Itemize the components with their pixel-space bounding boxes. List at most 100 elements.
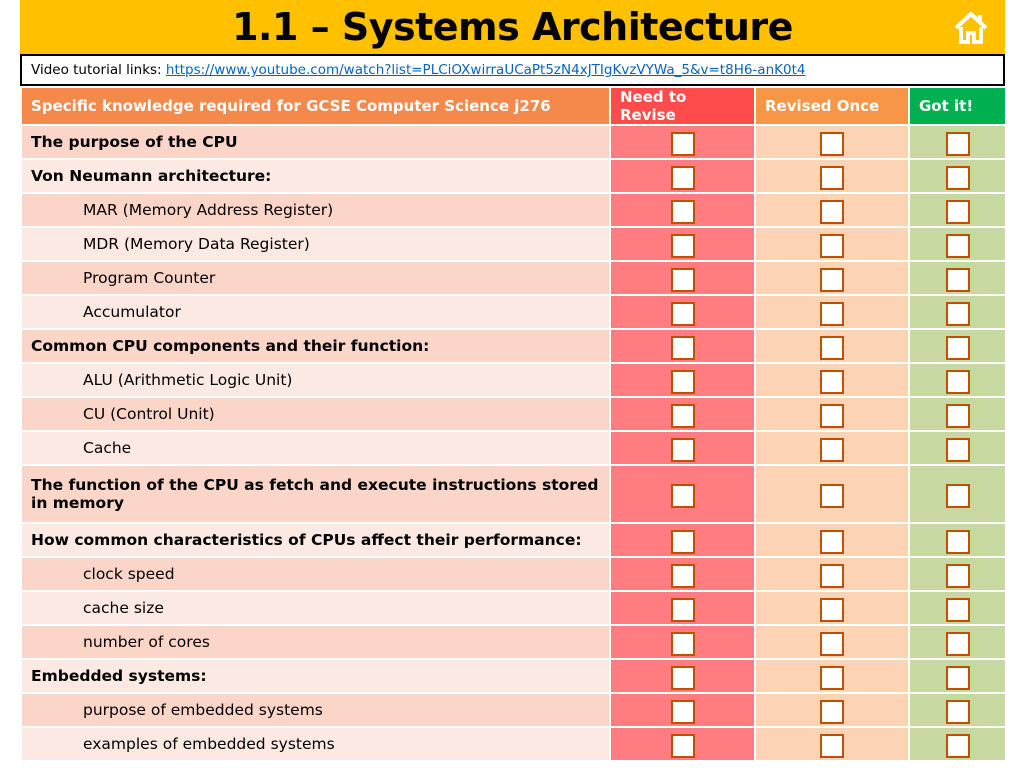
revised-once-checkbox[interactable] — [820, 200, 844, 224]
need-to-revise-cell — [609, 226, 756, 262]
got-it-checkbox[interactable] — [945, 666, 970, 690]
revised-once-checkbox[interactable] — [820, 132, 844, 156]
got-it-checkbox[interactable] — [945, 404, 970, 428]
revised-once-cell — [754, 260, 910, 296]
need-to-revise-checkbox[interactable] — [670, 268, 695, 292]
revised-once-cell — [754, 396, 910, 432]
got-it-checkbox[interactable] — [945, 530, 970, 554]
table-row: purpose of embedded systems — [20, 692, 1007, 728]
revised-once-checkbox[interactable] — [820, 564, 844, 588]
need-to-revise-cell — [609, 328, 756, 364]
got-it-cell — [908, 328, 1007, 364]
revised-once-cell — [754, 726, 910, 762]
need-to-revise-checkbox[interactable] — [670, 166, 695, 190]
revised-once-checkbox[interactable] — [820, 370, 844, 394]
table-row: MDR (Memory Data Register) — [20, 226, 1007, 262]
revised-once-checkbox[interactable] — [820, 404, 844, 428]
need-to-revise-checkbox[interactable] — [670, 734, 695, 758]
got-it-checkbox[interactable] — [945, 336, 970, 360]
need-to-revise-cell — [609, 396, 756, 432]
got-it-checkbox[interactable] — [945, 632, 970, 656]
got-it-cell — [908, 556, 1007, 592]
revised-once-cell — [754, 328, 910, 364]
revised-once-checkbox[interactable] — [820, 484, 844, 508]
table-row: Common CPU components and their function… — [20, 328, 1007, 364]
revised-once-checkbox[interactable] — [820, 268, 844, 292]
table-row: The function of the CPU as fetch and exe… — [20, 464, 1007, 524]
revised-once-cell — [754, 192, 910, 228]
topic-label: Embedded systems: — [20, 658, 611, 694]
need-to-revise-checkbox[interactable] — [670, 666, 695, 690]
revised-once-checkbox[interactable] — [820, 336, 844, 360]
video-link[interactable]: https://www.youtube.com/watch?list=PLCiO… — [165, 62, 806, 78]
revised-once-checkbox[interactable] — [820, 700, 844, 724]
revised-once-checkbox[interactable] — [820, 530, 844, 554]
got-it-cell — [908, 362, 1007, 398]
table-row: MAR (Memory Address Register) — [20, 192, 1007, 228]
got-it-checkbox[interactable] — [945, 166, 970, 190]
revised-once-checkbox[interactable] — [820, 438, 844, 462]
revised-once-checkbox[interactable] — [820, 234, 844, 258]
table-row: Program Counter — [20, 260, 1007, 296]
revised-once-cell — [754, 658, 910, 694]
need-to-revise-cell — [609, 726, 756, 762]
topic-label: CU (Control Unit) — [20, 396, 611, 432]
topic-label: The purpose of the CPU — [20, 124, 611, 160]
got-it-cell — [908, 192, 1007, 228]
revised-once-checkbox[interactable] — [820, 302, 844, 326]
revised-once-cell — [754, 556, 910, 592]
need-to-revise-checkbox[interactable] — [670, 336, 695, 360]
revised-once-cell — [754, 464, 910, 524]
need-to-revise-cell — [609, 294, 756, 330]
revised-once-checkbox[interactable] — [820, 632, 844, 656]
need-to-revise-checkbox[interactable] — [670, 302, 695, 326]
revised-once-checkbox[interactable] — [820, 166, 844, 190]
need-to-revise-checkbox[interactable] — [670, 404, 695, 428]
got-it-checkbox[interactable] — [945, 234, 970, 258]
checklist-table: Specific knowledge required for GCSE Com… — [20, 86, 1007, 762]
need-to-revise-checkbox[interactable] — [670, 234, 695, 258]
table-row: Von Neumann architecture: — [20, 158, 1007, 194]
got-it-checkbox[interactable] — [945, 200, 970, 224]
need-to-revise-checkbox[interactable] — [670, 370, 695, 394]
got-it-cell — [908, 590, 1007, 626]
got-it-checkbox[interactable] — [945, 370, 970, 394]
need-to-revise-checkbox[interactable] — [670, 632, 695, 656]
got-it-checkbox[interactable] — [945, 268, 970, 292]
need-to-revise-cell — [609, 124, 756, 160]
home-icon[interactable] — [953, 11, 989, 45]
need-to-revise-checkbox[interactable] — [670, 530, 695, 554]
video-links-bar: Video tutorial links: https://www.youtub… — [20, 54, 1005, 86]
got-it-checkbox[interactable] — [945, 734, 970, 758]
got-it-checkbox[interactable] — [945, 132, 970, 156]
need-to-revise-cell — [609, 624, 756, 660]
need-to-revise-checkbox[interactable] — [670, 132, 695, 156]
got-it-cell — [908, 692, 1007, 728]
video-links-label: Video tutorial links: — [31, 62, 162, 78]
got-it-checkbox[interactable] — [945, 700, 970, 724]
topic-label: purpose of embedded systems — [20, 692, 611, 728]
table-row: The purpose of the CPU — [20, 124, 1007, 160]
need-to-revise-checkbox[interactable] — [670, 438, 695, 462]
revised-once-cell — [754, 522, 910, 558]
got-it-checkbox[interactable] — [945, 598, 970, 622]
table-row: ALU (Arithmetic Logic Unit) — [20, 362, 1007, 398]
need-to-revise-checkbox[interactable] — [670, 484, 695, 508]
got-it-checkbox[interactable] — [945, 564, 970, 588]
header-need-to-revise: Need to Revise — [609, 86, 756, 126]
need-to-revise-checkbox[interactable] — [670, 598, 695, 622]
got-it-checkbox[interactable] — [945, 484, 970, 508]
need-to-revise-checkbox[interactable] — [670, 700, 695, 724]
need-to-revise-checkbox[interactable] — [670, 564, 695, 588]
revised-once-cell — [754, 226, 910, 262]
revised-once-checkbox[interactable] — [820, 734, 844, 758]
revised-once-checkbox[interactable] — [820, 598, 844, 622]
got-it-checkbox[interactable] — [945, 302, 970, 326]
got-it-checkbox[interactable] — [945, 438, 970, 462]
got-it-cell — [908, 464, 1007, 524]
revised-once-cell — [754, 158, 910, 194]
revised-once-cell — [754, 124, 910, 160]
got-it-cell — [908, 430, 1007, 466]
revised-once-checkbox[interactable] — [820, 666, 844, 690]
need-to-revise-checkbox[interactable] — [670, 200, 695, 224]
